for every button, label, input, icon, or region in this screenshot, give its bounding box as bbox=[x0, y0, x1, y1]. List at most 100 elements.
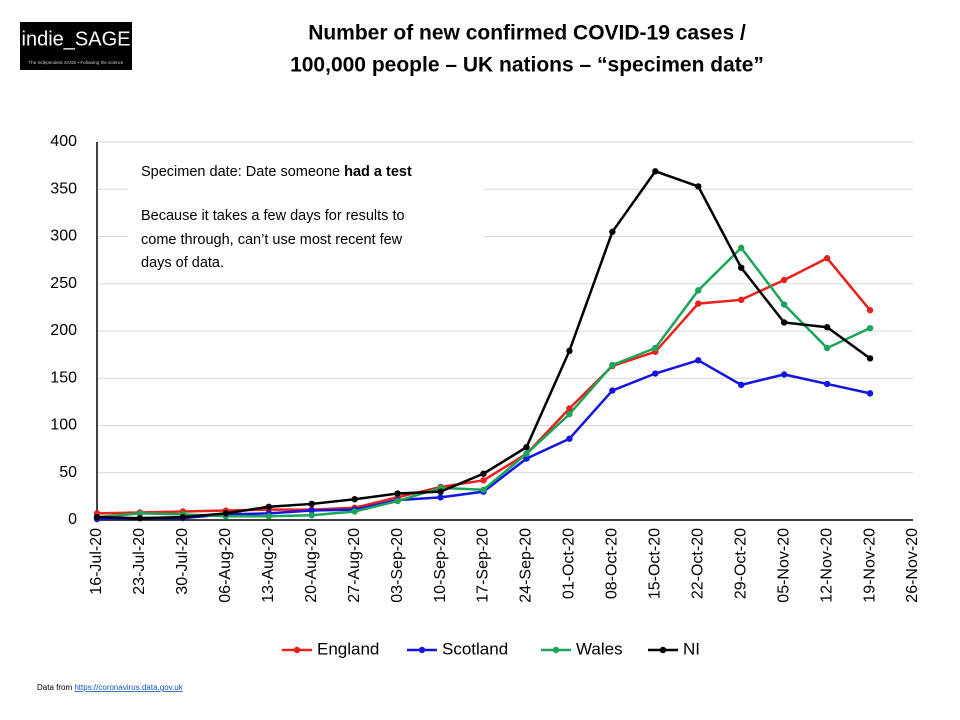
data-point bbox=[780, 276, 788, 284]
x-tick-label: 03-Sep-20 bbox=[389, 528, 406, 603]
data-point bbox=[609, 387, 616, 394]
legend-marker bbox=[418, 646, 426, 654]
data-point bbox=[394, 490, 401, 497]
annotation-line: Because it takes a few days for results … bbox=[141, 208, 405, 224]
data-point bbox=[480, 477, 487, 484]
x-tick-label: 13-Aug-20 bbox=[260, 528, 277, 603]
y-tick-label: 400 bbox=[50, 133, 77, 150]
x-tick-label: 19-Nov-20 bbox=[861, 528, 878, 603]
x-tick-label: 17-Sep-20 bbox=[475, 528, 492, 603]
logo-name: indie_SAGE bbox=[22, 28, 131, 50]
data-point bbox=[566, 435, 573, 442]
data-point bbox=[780, 301, 788, 308]
data-point bbox=[866, 307, 874, 314]
annotation-box bbox=[128, 155, 484, 277]
footer-prefix: Data from bbox=[37, 683, 72, 692]
x-tick-label: 08-Oct-20 bbox=[604, 528, 621, 599]
data-point bbox=[695, 287, 702, 294]
data-point bbox=[823, 255, 831, 262]
footer: Data from https://coronavirus.data.gov.u… bbox=[37, 683, 184, 692]
data-point bbox=[308, 507, 315, 514]
data-point bbox=[265, 513, 272, 520]
y-tick-label: 0 bbox=[68, 511, 77, 528]
annotation-line: come through, can’t use most recent few bbox=[141, 232, 403, 248]
x-tick-label: 16-Jul-20 bbox=[88, 528, 105, 595]
data-point bbox=[695, 357, 702, 364]
data-point bbox=[738, 381, 745, 389]
annotation-line: days of data. bbox=[141, 255, 224, 271]
x-tick-label: 12-Nov-20 bbox=[818, 528, 835, 603]
data-point bbox=[780, 371, 788, 378]
data-point bbox=[695, 183, 702, 190]
data-point bbox=[437, 488, 444, 495]
x-tick-label: 26-Nov-20 bbox=[904, 528, 921, 603]
data-point bbox=[566, 410, 573, 418]
series-line bbox=[96, 358, 871, 521]
x-tick-label: 01-Oct-20 bbox=[561, 528, 578, 599]
data-point bbox=[308, 500, 315, 508]
data-point bbox=[523, 444, 530, 451]
data-point bbox=[866, 390, 874, 397]
data-point bbox=[523, 450, 530, 458]
data-point bbox=[566, 347, 573, 355]
logo-tagline: The Independent SAGE • Following the sci… bbox=[29, 60, 124, 65]
annotation: Specimen date: Date someone had a test bbox=[141, 164, 412, 180]
x-tick-label: 10-Sep-20 bbox=[432, 528, 449, 603]
legend-marker bbox=[552, 646, 560, 654]
legend-label: England bbox=[317, 639, 379, 658]
data-point bbox=[780, 319, 788, 326]
legend-marker bbox=[293, 646, 301, 654]
legend-label: Wales bbox=[576, 639, 623, 658]
data-point bbox=[222, 510, 230, 517]
data-point bbox=[866, 324, 874, 332]
data-point bbox=[394, 497, 401, 505]
legend-label: NI bbox=[683, 639, 700, 658]
data-point bbox=[480, 470, 487, 477]
data-point bbox=[823, 380, 831, 388]
x-tick-label: 30-Jul-20 bbox=[174, 528, 191, 595]
chart-title: 100,000 people – UK nations – “specimen … bbox=[290, 54, 764, 77]
x-tick-label: 29-Oct-20 bbox=[732, 528, 749, 599]
x-tick-label: 20-Aug-20 bbox=[303, 528, 320, 603]
data-point bbox=[738, 264, 745, 271]
x-tick-label: 05-Nov-20 bbox=[775, 528, 792, 603]
y-tick-label: 200 bbox=[50, 322, 77, 339]
data-point bbox=[823, 324, 831, 331]
legend-marker bbox=[659, 646, 667, 654]
x-tick-label: 27-Aug-20 bbox=[346, 528, 363, 603]
y-tick-label: 100 bbox=[50, 417, 77, 434]
data-point bbox=[480, 486, 487, 493]
data-point bbox=[351, 496, 358, 503]
x-tick-label: 06-Aug-20 bbox=[217, 528, 234, 603]
data-point bbox=[866, 355, 874, 362]
data-point bbox=[136, 510, 144, 517]
x-tick-label: 15-Oct-20 bbox=[647, 528, 664, 599]
y-tick-label: 250 bbox=[50, 275, 77, 292]
footer-link[interactable]: https://coronavirus.data.gov.uk bbox=[74, 683, 183, 692]
plot: 0 50 100 150 200 250 300 350 400 16-Jul-20 23-Jul-… bbox=[50, 133, 921, 658]
data-point bbox=[695, 300, 702, 307]
data-point bbox=[652, 370, 659, 377]
data-point bbox=[437, 494, 444, 501]
data-point bbox=[566, 405, 573, 412]
data-point bbox=[738, 244, 745, 252]
data-point bbox=[265, 503, 272, 510]
data-point bbox=[179, 513, 187, 521]
data-point bbox=[652, 168, 659, 175]
legend-label: Scotland bbox=[442, 639, 508, 658]
data-point bbox=[823, 344, 831, 352]
y-tick-label: 300 bbox=[50, 228, 77, 245]
data-point bbox=[93, 513, 101, 521]
x-tick-label: 24-Sep-20 bbox=[518, 528, 535, 603]
data-point bbox=[609, 228, 616, 235]
data-point bbox=[136, 514, 144, 522]
data-point bbox=[351, 508, 358, 515]
annotation-bold: had a test bbox=[344, 164, 412, 180]
y-tick-label: 150 bbox=[50, 369, 77, 386]
data-point bbox=[652, 344, 659, 352]
data-point bbox=[523, 455, 530, 462]
data-point bbox=[308, 512, 315, 519]
y-tick-label: 50 bbox=[59, 464, 77, 481]
data-point bbox=[609, 361, 616, 369]
